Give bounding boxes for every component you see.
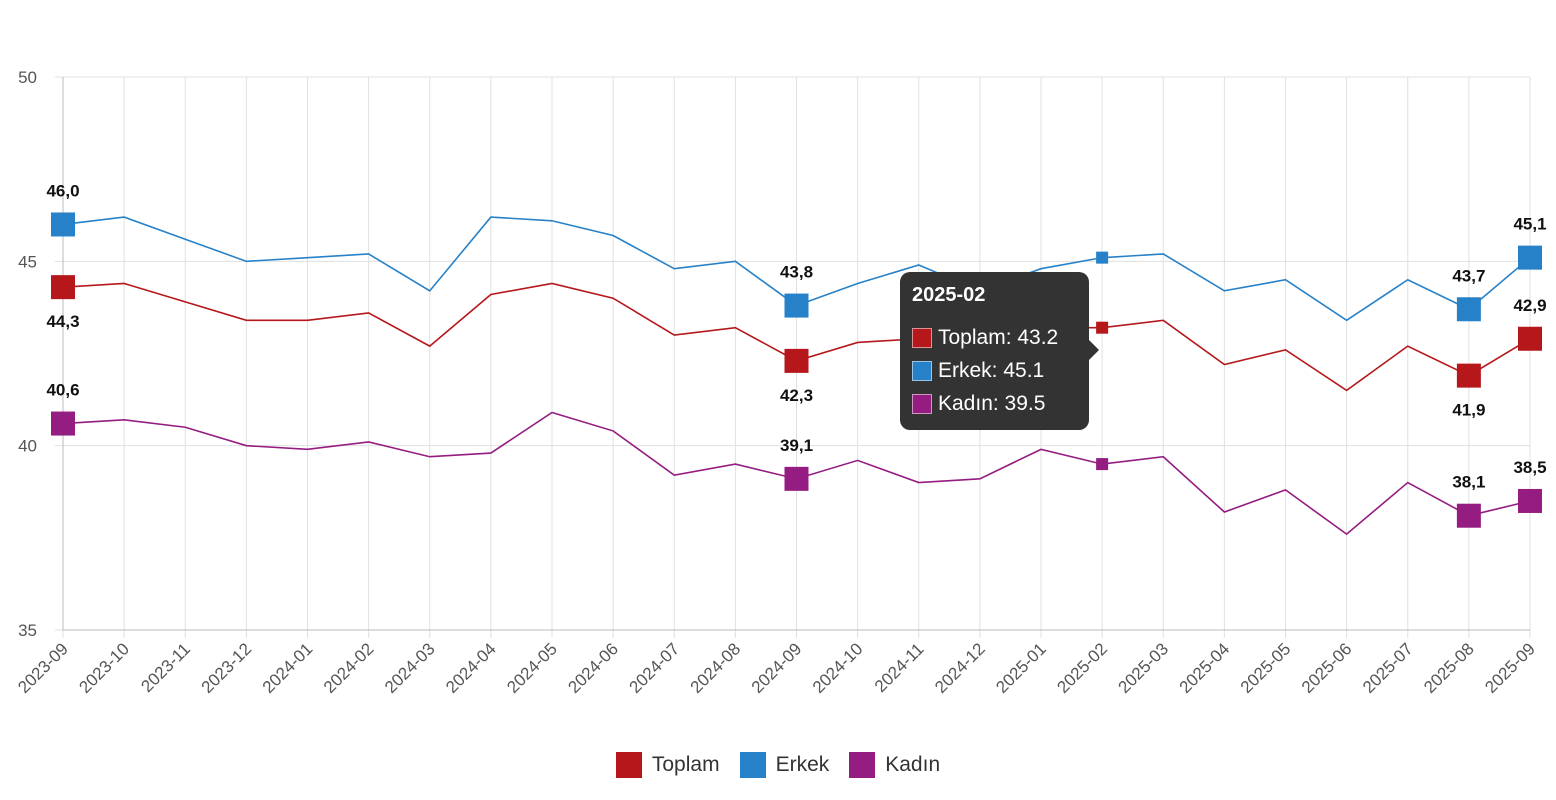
swatch [912,327,932,348]
data-point-marker [784,348,809,373]
x-tick-label: 2025-04 [1176,639,1234,697]
legend-item-toplam[interactable]: Toplam [615,752,720,778]
x-tick-label: 2024-01 [259,639,317,697]
x-tick-label: 2024-04 [442,639,500,697]
swatch [912,393,932,414]
data-point-marker [51,212,75,237]
data-label: 43,8 [780,263,813,282]
data-point-marker [1518,488,1542,513]
data-point-marker [1518,326,1542,351]
legend-item-kadin[interactable]: Kadın [849,752,940,778]
data-point-marker [1518,245,1542,270]
x-tick-label: 2024-02 [320,639,378,697]
legend-swatch [739,752,766,778]
x-tick-label: 2025-06 [1298,639,1356,697]
data-label: 42,3 [780,386,813,405]
legend-label: Toplam [651,753,720,776]
x-tick-label: 2024-08 [687,639,745,697]
x-tick-label: 2024-09 [748,639,806,697]
x-tick-label: 2025-07 [1359,639,1417,697]
hover-point-marker [1096,251,1109,264]
y-tick-label: 50 [18,68,37,87]
data-point-marker [51,275,75,300]
data-label: 43,7 [1452,266,1485,285]
x-tick-label: 2025-08 [1420,639,1478,697]
y-tick-label: 45 [18,252,37,271]
tooltip-title: 2025-02 [912,284,986,306]
legend-swatch [849,752,876,778]
tooltip-row-toplam: Toplam: 43.2 [912,321,1077,354]
x-tick-label: 2024-03 [381,639,439,697]
x-tick-label: 2024-07 [626,639,684,697]
x-tick-label: 2023-12 [198,639,256,697]
x-tick-label: 2025-01 [992,639,1050,697]
tooltip-text: Kadın: 39.5 [938,391,1046,415]
tooltip-text: Erkek: 45.1 [938,358,1045,382]
data-label: 38,5 [1513,458,1546,477]
x-tick-label: 2024-05 [503,639,561,697]
hover-point-marker [1096,321,1109,334]
y-tick-label: 40 [18,437,37,456]
data-point-marker [1456,503,1481,528]
data-label: 39,1 [780,436,813,455]
tooltip-row-erkek: Erkek: 45.1 [912,354,1077,387]
data-label: 41,9 [1452,401,1485,420]
data-point-marker [784,466,809,491]
data-label: 40,6 [46,381,79,400]
legend-item-erkek[interactable]: Erkek [739,752,830,778]
data-point-marker [51,411,75,436]
x-tick-label: 2025-02 [1053,639,1111,697]
x-tick-label: 2025-03 [1115,639,1173,697]
x-tick-label: 2023-11 [137,639,194,696]
legend-label: Kadın [885,753,941,776]
x-tick-label: 2023-10 [75,639,133,697]
tooltip-text: Toplam: 43.2 [938,325,1059,349]
y-tick-label: 35 [18,621,37,640]
data-point-marker [1456,363,1481,388]
data-point-marker [784,293,809,318]
data-label: 45,1 [1513,215,1546,234]
x-tick-label: 2025-09 [1481,639,1539,697]
hover-point-marker [1096,458,1109,471]
data-label: 46,0 [46,181,79,200]
x-tick-label: 2023-09 [14,639,72,697]
swatch [912,360,932,381]
legend: Toplam Erkek Kadın [0,752,1556,778]
legend-label: Erkek [775,753,830,776]
x-tick-label: 2025-05 [1237,639,1295,697]
tooltip-row-kadin: Kadın: 39.5 [912,387,1077,420]
legend-swatch [615,752,642,778]
tooltip: 2025-02 Toplam: 43.2 Erkek: 45.1 Kadın: … [900,272,1099,430]
x-tick-label: 2024-11 [871,639,928,696]
x-tick-label: 2024-10 [809,639,867,697]
x-tick-label: 2024-12 [931,639,989,697]
data-label: 42,9 [1513,296,1546,315]
data-label: 44,3 [46,312,79,331]
x-tick-label: 2024-06 [564,639,622,697]
data-label: 38,1 [1452,473,1485,492]
data-point-marker [1456,297,1481,322]
